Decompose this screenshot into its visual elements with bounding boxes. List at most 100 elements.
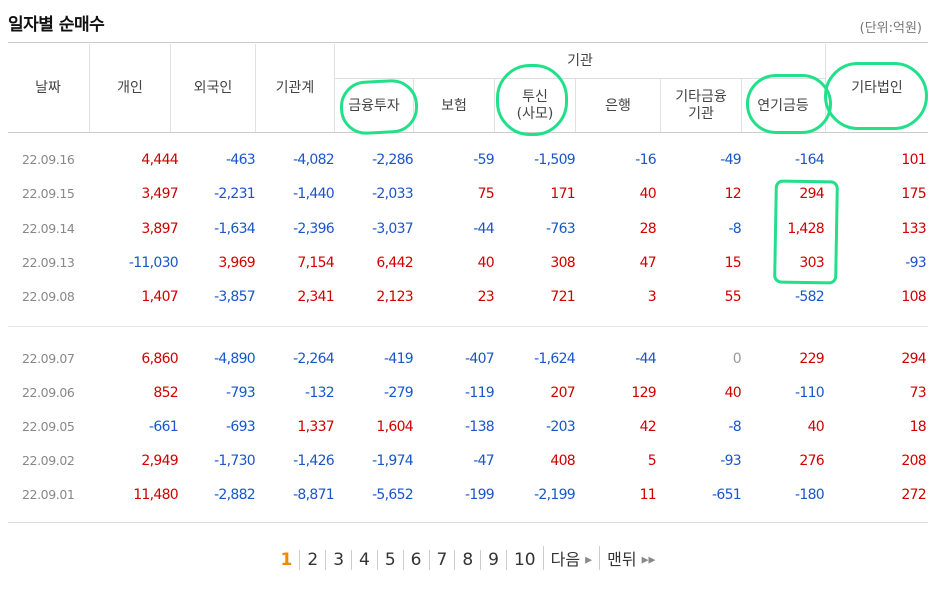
- fin-invest-cell: -419: [384, 351, 414, 367]
- page-10-link[interactable]: 10: [505, 550, 543, 570]
- insurance-cell: -59: [473, 152, 494, 168]
- col-header-individual: 개인: [117, 79, 143, 96]
- table-row: 22.09.13 -11,030 3,969 7,154 6,442 40 308 47 15 3…: [8, 246, 928, 280]
- header-divider: [170, 44, 171, 132]
- date-cell: 22.09.15: [22, 186, 75, 201]
- other-corp-cell: 101: [901, 152, 926, 168]
- foreign-cell: 3,969: [218, 255, 255, 271]
- last-button[interactable]: 맨뒤 ▶▶: [599, 546, 662, 570]
- other-corp-cell: 108: [901, 289, 926, 305]
- individual-cell: 852: [153, 385, 178, 401]
- pension-cell: 276: [799, 453, 824, 469]
- pension-cell: 294: [799, 186, 824, 202]
- pension-cell: -110: [795, 385, 825, 401]
- fin-invest-cell: -3,037: [372, 221, 414, 237]
- individual-cell: 4,444: [141, 152, 178, 168]
- inst-total-cell: -2,396: [293, 221, 335, 237]
- col-header-trust-line2: (사모): [516, 106, 554, 122]
- trust-cell: -2,199: [534, 487, 576, 503]
- trust-cell: 207: [550, 385, 575, 401]
- individual-cell: 6,860: [141, 351, 178, 367]
- last-label: 맨뒤: [607, 550, 637, 569]
- trust-cell: -763: [546, 221, 576, 237]
- table-row: 22.09.01 11,480 -2,882 -8,871 -5,652 -199 -2,1…: [8, 478, 928, 512]
- date-cell: 22.09.13: [22, 255, 75, 270]
- other-corp-cell: 175: [901, 186, 926, 202]
- fin-invest-cell: -2,286: [372, 152, 414, 168]
- table-row: 22.09.07 6,860 -4,890 -2,264 -419 -407 -1,624 -…: [8, 342, 928, 376]
- insurance-cell: -199: [465, 487, 495, 503]
- table-row: 22.09.05 -661 -693 1,337 1,604 -138 -203 42 -8 40…: [8, 410, 928, 444]
- other-fin-cell: -8: [728, 221, 741, 237]
- other-fin-cell: -93: [720, 453, 741, 469]
- other-corp-cell: 294: [901, 351, 926, 367]
- date-cell: 22.09.06: [22, 385, 75, 400]
- page-4-link[interactable]: 4: [351, 550, 377, 570]
- trust-cell: 171: [550, 186, 575, 202]
- foreign-cell: -1,730: [214, 453, 256, 469]
- other-fin-cell: 55: [724, 289, 742, 305]
- bank-cell: -44: [635, 351, 656, 367]
- foreign-cell: -793: [226, 385, 256, 401]
- individual-cell: 3,897: [141, 221, 178, 237]
- trust-cell: -1,509: [534, 152, 576, 168]
- col-header-other-corp: 기타법인: [851, 79, 903, 96]
- foreign-cell: -3,857: [214, 289, 256, 305]
- other-fin-cell: -651: [712, 487, 742, 503]
- insurance-cell: -119: [465, 385, 495, 401]
- insurance-cell: 40: [477, 255, 495, 271]
- page-6-link[interactable]: 6: [402, 550, 429, 570]
- other-corp-cell: 133: [901, 221, 926, 237]
- fin-invest-cell: -5,652: [372, 487, 414, 503]
- fin-invest-cell: -2,033: [372, 186, 414, 202]
- inst-total-cell: -1,426: [293, 453, 335, 469]
- insurance-cell: -407: [465, 351, 495, 367]
- group-separator: [8, 326, 928, 327]
- col-header-other-fin: 기타금융 기관: [661, 80, 741, 132]
- next-label: 다음: [550, 550, 581, 569]
- other-corp-cell: 18: [909, 419, 927, 435]
- triangle-right-icon: ▶: [585, 555, 593, 566]
- foreign-cell: -693: [226, 419, 256, 435]
- header-divider: [741, 79, 742, 132]
- page-2-link[interactable]: 2: [299, 550, 325, 570]
- individual-cell: 1,407: [141, 289, 178, 305]
- trust-cell: 721: [550, 289, 575, 305]
- inst-total-cell: -2,264: [293, 351, 335, 367]
- bank-cell: 42: [639, 419, 657, 435]
- date-cell: 22.09.08: [22, 289, 75, 304]
- pagination: 1 2 3 4 5 6 7 8 9 10 다음 ▶ 맨뒤 ▶▶: [0, 546, 936, 570]
- bank-cell: 3: [647, 289, 657, 305]
- bank-cell: 47: [639, 255, 657, 271]
- insurance-cell: -138: [465, 419, 495, 435]
- insurance-cell: -47: [473, 453, 494, 469]
- header-divider: [575, 79, 576, 132]
- page-9-link[interactable]: 9: [480, 550, 506, 570]
- page-title: 일자별 순매수: [8, 15, 105, 35]
- table-row: 22.09.08 1,407 -3,857 2,341 2,123 23 721 3 55 -58…: [8, 280, 928, 314]
- foreign-cell: -463: [226, 152, 256, 168]
- page-7-link[interactable]: 7: [428, 550, 455, 570]
- other-corp-cell: -93: [905, 255, 926, 271]
- other-fin-cell: 40: [724, 385, 742, 401]
- bank-cell: 129: [631, 385, 656, 401]
- pension-cell: 303: [799, 255, 824, 271]
- bank-cell: 5: [647, 453, 657, 469]
- other-fin-cell: -8: [728, 419, 741, 435]
- page-8-link[interactable]: 8: [454, 550, 480, 570]
- col-header-fin-invest: 금융투자: [348, 97, 400, 114]
- double-triangle-right-icon: ▶▶: [641, 555, 656, 566]
- page-3-link[interactable]: 3: [325, 550, 351, 570]
- next-button[interactable]: 다음 ▶: [542, 546, 599, 570]
- header-divider: [335, 78, 825, 79]
- page-1-link[interactable]: 1: [280, 550, 293, 570]
- col-header-pension: 연기금등: [757, 97, 809, 114]
- pension-cell: -180: [795, 487, 825, 503]
- page-5-link[interactable]: 5: [376, 550, 403, 570]
- fin-invest-cell: -279: [384, 385, 414, 401]
- pension-cell: -582: [795, 289, 825, 305]
- foreign-cell: -2,231: [214, 186, 256, 202]
- other-fin-cell: 15: [724, 255, 742, 271]
- fin-invest-cell: 1,604: [376, 419, 413, 435]
- col-header-insurance: 보험: [441, 97, 467, 114]
